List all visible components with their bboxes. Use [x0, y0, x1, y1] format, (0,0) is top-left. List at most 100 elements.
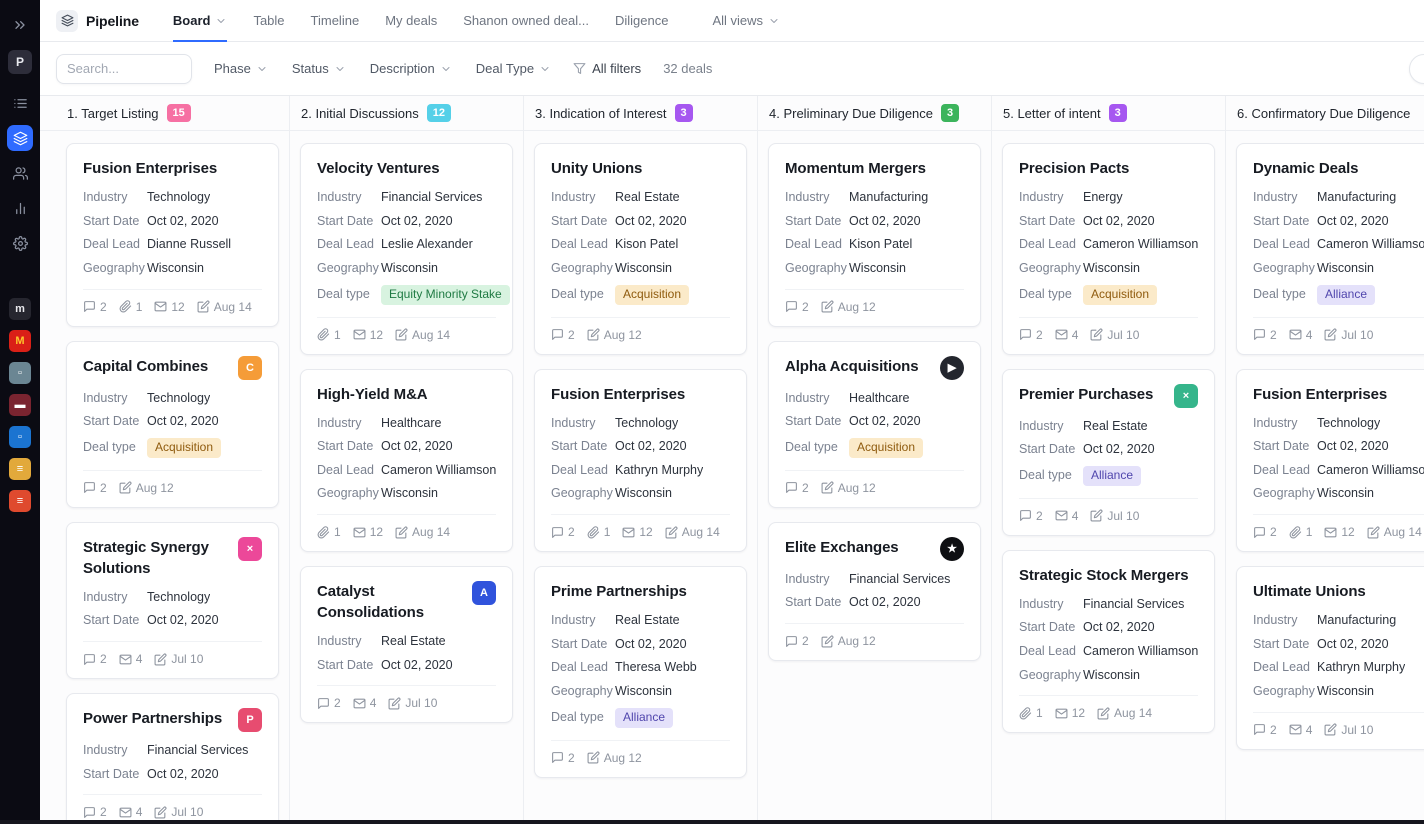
- deal-card[interactable]: High-Yield M&A Industry Healthcare Start…: [300, 368, 513, 552]
- column-title: 6. Confirmatory Due Diligence: [1237, 105, 1411, 121]
- filter-phase[interactable]: Phase: [214, 61, 268, 76]
- footer-edit-stat: Aug 12: [587, 328, 642, 342]
- column-header: 3. Indication of Interest 3: [524, 96, 757, 130]
- field-label: Geography: [551, 260, 613, 275]
- deal-field: Geography Wisconsin: [551, 684, 730, 700]
- deal-title: Capital Combines: [83, 357, 209, 375]
- column-cards: Precision Pacts Industry Energy Start Da…: [992, 130, 1225, 746]
- card-footer: 2 4 Jul 10: [83, 641, 262, 666]
- deal-field: Industry Financial Services: [83, 743, 262, 759]
- deal-card[interactable]: Momentum Mergers Industry Manufacturing …: [768, 143, 981, 327]
- deal-field: Deal type Alliance: [551, 707, 730, 728]
- deal-card[interactable]: Fusion Enterprises Industry Technology S…: [66, 143, 279, 327]
- deal-card[interactable]: Fusion Enterprises Industry Technology S…: [1236, 368, 1424, 552]
- sidebar-item-users[interactable]: [7, 160, 33, 186]
- tab-timeline[interactable]: Timeline: [311, 0, 360, 42]
- deal-type-tag: Acquisition: [615, 284, 690, 305]
- field-value: Cameron Williamson: [1083, 644, 1198, 658]
- deal-title: Strategic Stock Mergers: [1019, 566, 1189, 584]
- field-label: Geography: [1019, 667, 1081, 682]
- card-footer: 2 4 Jul 10: [83, 794, 262, 819]
- field-label: Geography: [1253, 486, 1315, 501]
- deal-field: Deal type Acquisition: [1019, 284, 1198, 305]
- mcdonalds-app-icon[interactable]: M: [9, 330, 31, 352]
- deal-field: Deal Lead Cameron Williamson: [1019, 237, 1198, 253]
- filter-description[interactable]: Description: [370, 61, 452, 76]
- amber-app-icon[interactable]: ≡: [9, 458, 31, 480]
- field-label: Industry: [1253, 190, 1298, 204]
- deal-card[interactable]: Power Partnerships P Industry Financial …: [66, 693, 279, 820]
- field-value: Wisconsin: [1317, 683, 1374, 698]
- red-app-icon[interactable]: ≡: [9, 490, 31, 512]
- field-value: Financial Services: [147, 743, 249, 757]
- deal-field: Start Date Oct 02, 2020: [1019, 214, 1198, 230]
- sidebar-expand-button[interactable]: [7, 12, 33, 38]
- field-value: Kathryn Murphy: [615, 462, 704, 477]
- tab-table[interactable]: Table: [253, 0, 284, 42]
- deal-field: Geography Wisconsin: [317, 261, 496, 277]
- tab-my-deals[interactable]: My deals: [385, 0, 437, 42]
- sidebar-item-settings[interactable]: [7, 230, 33, 256]
- field-label: Deal Lead: [1253, 462, 1310, 477]
- comment-icon: [786, 482, 797, 494]
- edit-icon: [154, 806, 167, 819]
- slate-app-icon[interactable]: ▫: [9, 362, 31, 384]
- deal-card[interactable]: Unity Unions Industry Real Estate Start …: [534, 143, 747, 355]
- maroon-app-icon[interactable]: ▬: [9, 394, 31, 416]
- filter-status[interactable]: Status: [292, 61, 346, 76]
- card-footer: 2 4 Jul 10: [1253, 711, 1424, 737]
- deal-field: Deal Lead Kathryn Murphy: [551, 463, 730, 479]
- field-label: Deal type: [551, 286, 604, 301]
- field-label: Deal type: [1019, 467, 1072, 482]
- blue-app-icon[interactable]: ▫: [9, 426, 31, 448]
- deal-field: Geography Wisconsin: [1253, 684, 1424, 700]
- deal-field: Industry Manufacturing: [1253, 190, 1424, 206]
- field-label: Industry: [1019, 596, 1064, 611]
- comment-icon: [552, 752, 563, 763]
- deal-card[interactable]: Ultimate Unions Industry Manufacturing S…: [1236, 566, 1424, 750]
- footer-comment-stat: 2: [83, 652, 107, 666]
- tab-board[interactable]: Board: [172, 0, 228, 42]
- deal-title: Dynamic Deals: [1253, 160, 1359, 177]
- workspace-avatar[interactable]: P: [8, 50, 32, 74]
- footer-edit-stat: Jul 10: [1324, 723, 1373, 737]
- deal-card[interactable]: Fusion Enterprises Industry Technology S…: [534, 368, 747, 552]
- sidebar-item-list[interactable]: [7, 90, 33, 116]
- deal-card[interactable]: Premier Purchases × Industry Real Estate…: [1002, 368, 1215, 536]
- deal-card[interactable]: Velocity Ventures Industry Financial Ser…: [300, 143, 513, 355]
- deal-card[interactable]: Capital Combines C Industry Technology S…: [66, 340, 279, 508]
- deal-card[interactable]: Dynamic Deals Industry Manufacturing Sta…: [1236, 143, 1424, 355]
- deal-card[interactable]: Strategic Synergy Solutions × Industry T…: [66, 521, 279, 679]
- deal-card[interactable]: Precision Pacts Industry Energy Start Da…: [1002, 143, 1215, 355]
- m-app-icon[interactable]: m: [9, 298, 31, 320]
- deal-title: Prime Partnerships: [551, 583, 687, 600]
- card-footer: 1 12 Aug 14: [317, 316, 496, 342]
- deal-card[interactable]: Catalyst Consolidations A Industry Real …: [300, 566, 513, 724]
- sidebar-item-layers[interactable]: [7, 125, 33, 151]
- deal-card[interactable]: Prime Partnerships Industry Real Estate …: [534, 566, 747, 778]
- board-column-2: 2. Initial Discussions 12 Velocity Ventu…: [290, 96, 524, 820]
- edge-circle-button[interactable]: [1409, 54, 1424, 84]
- edit-icon: [119, 481, 132, 494]
- deal-card[interactable]: Strategic Stock Mergers Industry Financi…: [1002, 549, 1215, 734]
- footer-comment-stat: 2: [785, 300, 809, 314]
- deal-card[interactable]: Elite Exchanges ★ Industry Financial Ser…: [768, 521, 981, 661]
- field-label: Start Date: [83, 213, 140, 228]
- field-value: Real Estate: [1083, 418, 1148, 433]
- deal-logo: C: [238, 355, 262, 380]
- field-label: Industry: [1019, 418, 1064, 433]
- footer-comment-stat: 2: [1253, 723, 1277, 737]
- edit-icon: [197, 300, 210, 313]
- field-label: Start Date: [1019, 442, 1076, 457]
- field-label: Geography: [551, 486, 613, 501]
- deal-field: Geography Wisconsin: [785, 261, 964, 277]
- search-input[interactable]: [56, 53, 192, 84]
- all-filters-button[interactable]: All filters: [573, 61, 641, 76]
- filter-deal-type[interactable]: Deal Type: [476, 61, 551, 76]
- deal-field: Deal Lead Cameron Williamson: [1253, 463, 1424, 479]
- tab-shanon-owned-deal[interactable]: Shanon owned deal...: [463, 0, 589, 42]
- sidebar-item-chart[interactable]: [7, 195, 33, 221]
- tab-diligence[interactable]: Diligence: [615, 0, 668, 42]
- all-views-dropdown[interactable]: All views: [712, 13, 780, 28]
- deal-card[interactable]: Alpha Acquisitions ▶ Industry Healthcare…: [768, 340, 981, 508]
